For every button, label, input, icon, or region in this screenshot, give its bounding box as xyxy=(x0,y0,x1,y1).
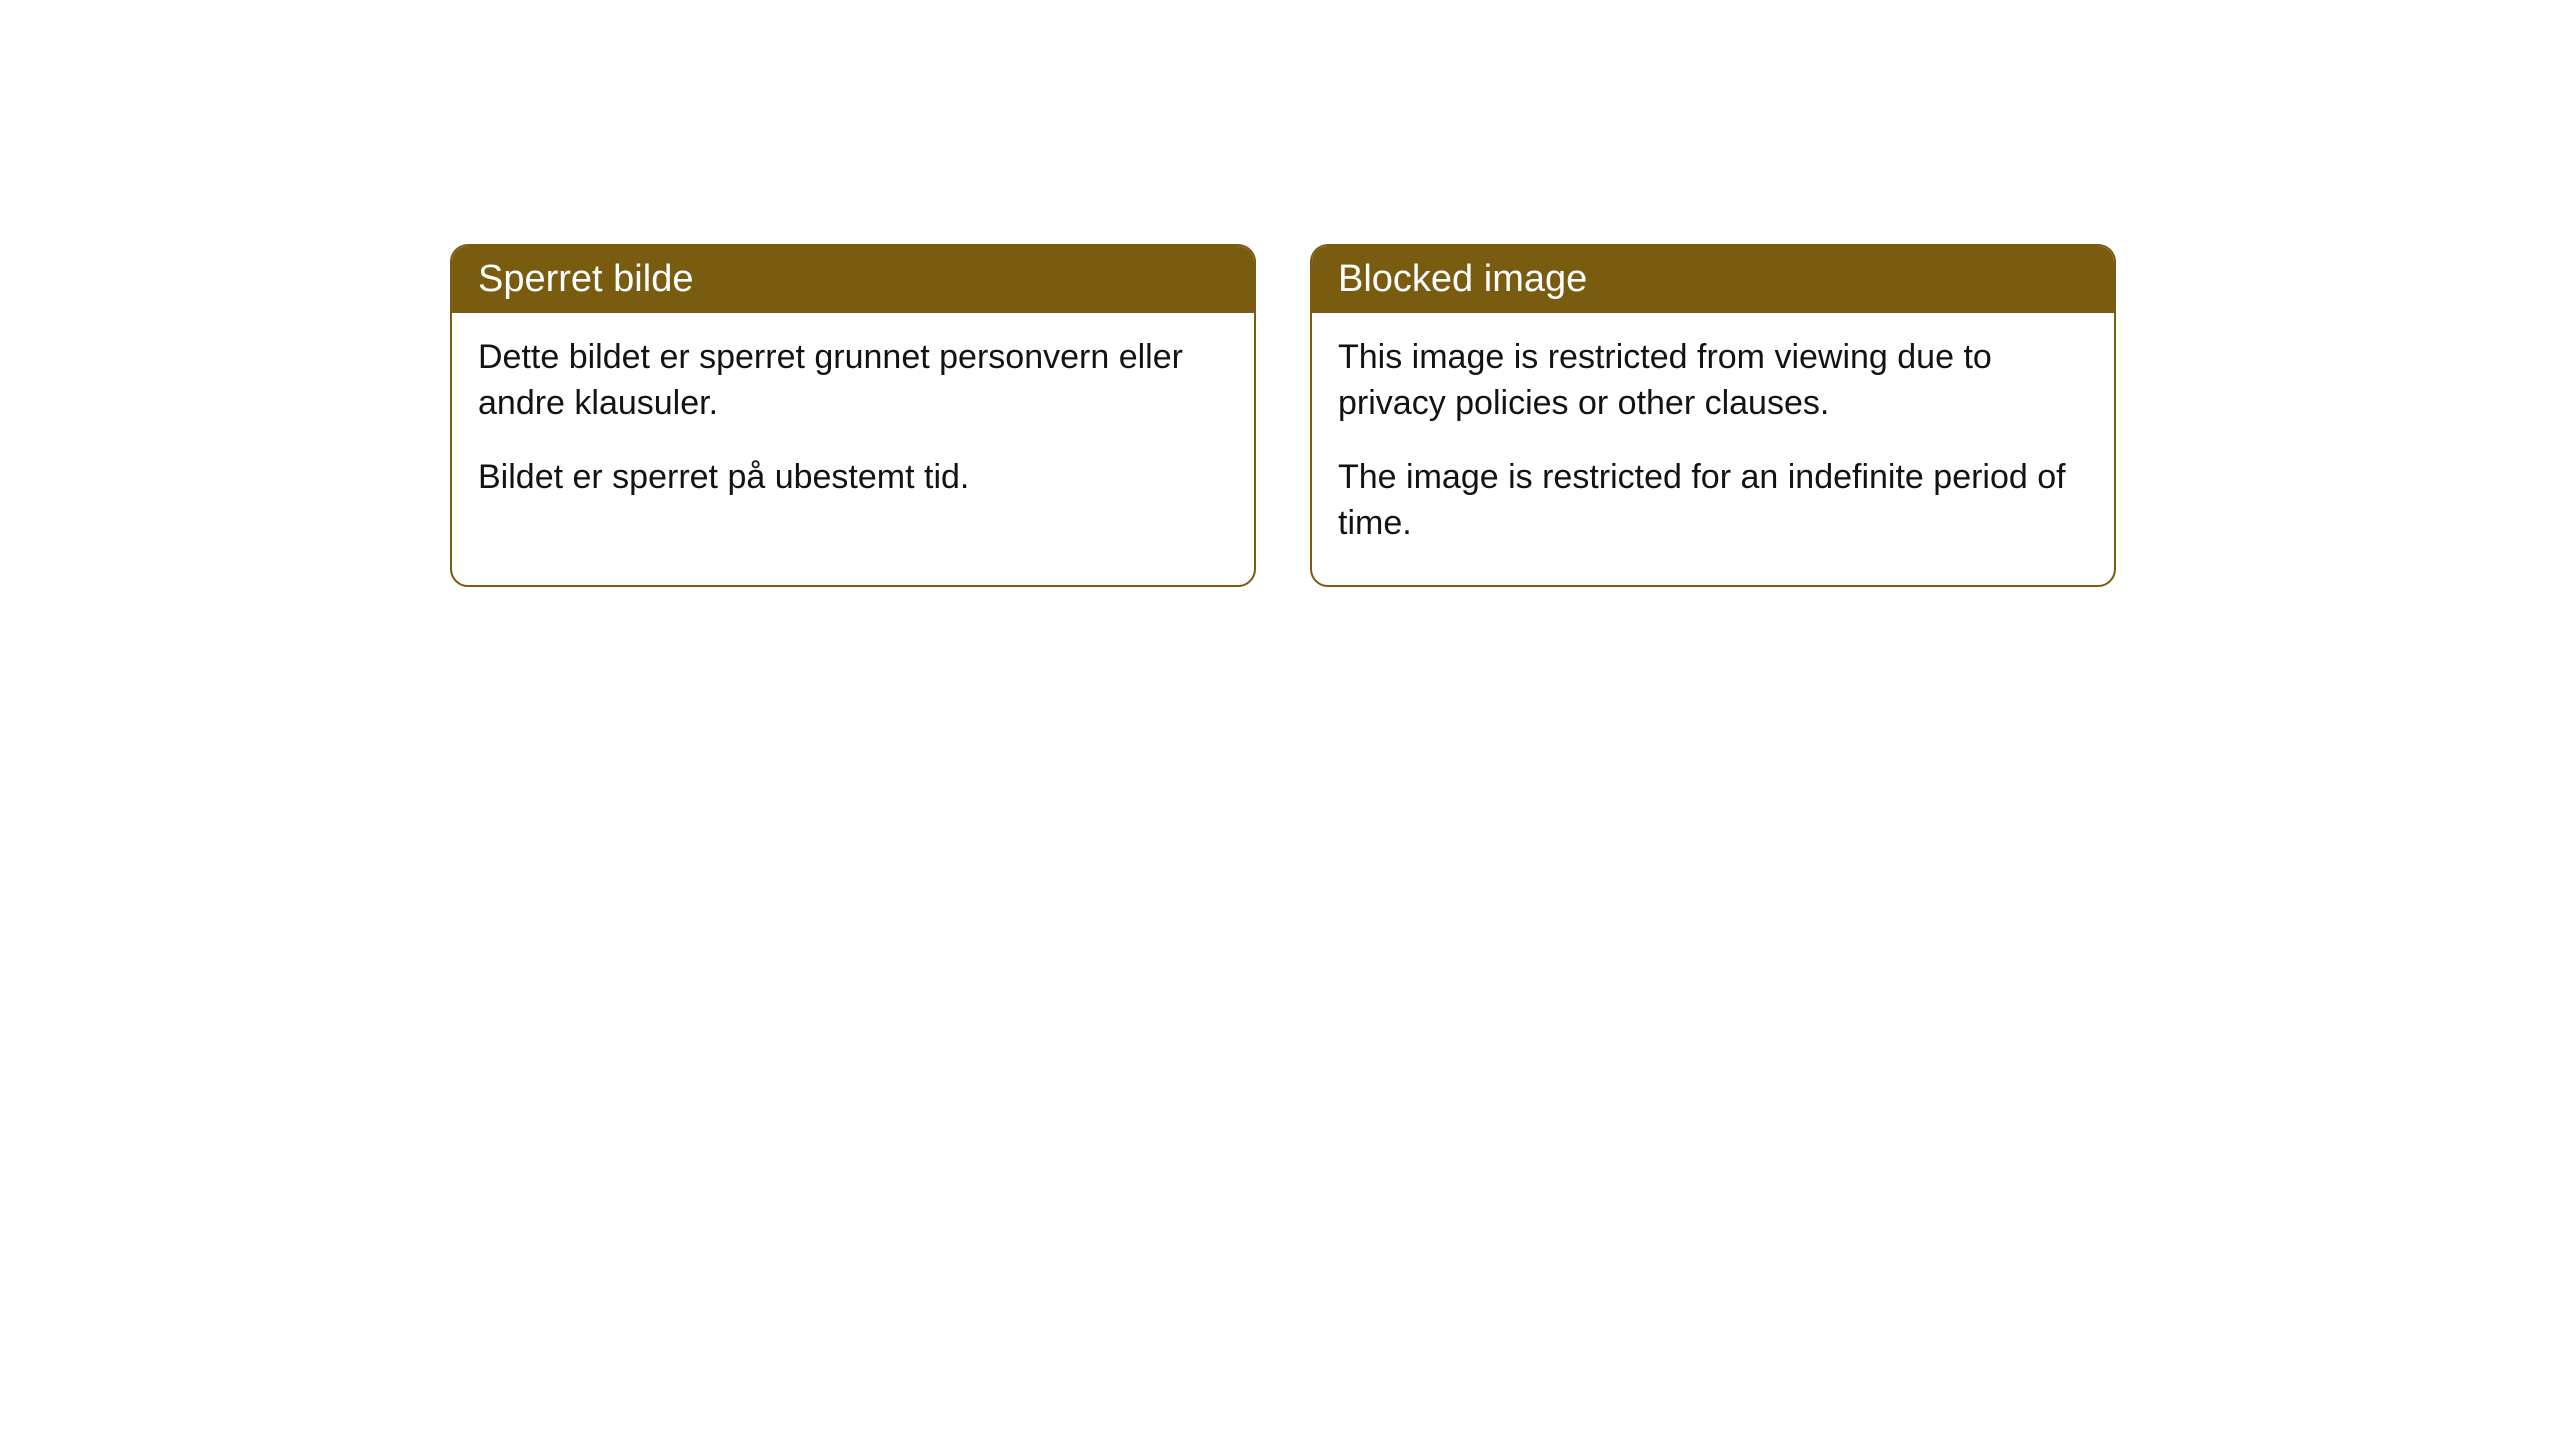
card-header: Blocked image xyxy=(1312,246,2114,313)
card-body: This image is restricted from viewing du… xyxy=(1312,313,2114,585)
notice-cards-container: Sperret bilde Dette bildet er sperret gr… xyxy=(450,244,2116,587)
card-paragraph: Dette bildet er sperret grunnet personve… xyxy=(478,335,1228,427)
blocked-image-card-english: Blocked image This image is restricted f… xyxy=(1310,244,2116,587)
card-title: Sperret bilde xyxy=(478,258,693,300)
card-body: Dette bildet er sperret grunnet personve… xyxy=(452,313,1254,539)
card-paragraph: This image is restricted from viewing du… xyxy=(1338,335,2088,427)
card-paragraph: Bildet er sperret på ubestemt tid. xyxy=(478,455,1228,501)
card-paragraph: The image is restricted for an indefinit… xyxy=(1338,455,2088,547)
card-header: Sperret bilde xyxy=(452,246,1254,313)
card-title: Blocked image xyxy=(1338,258,1587,300)
blocked-image-card-norwegian: Sperret bilde Dette bildet er sperret gr… xyxy=(450,244,1256,587)
